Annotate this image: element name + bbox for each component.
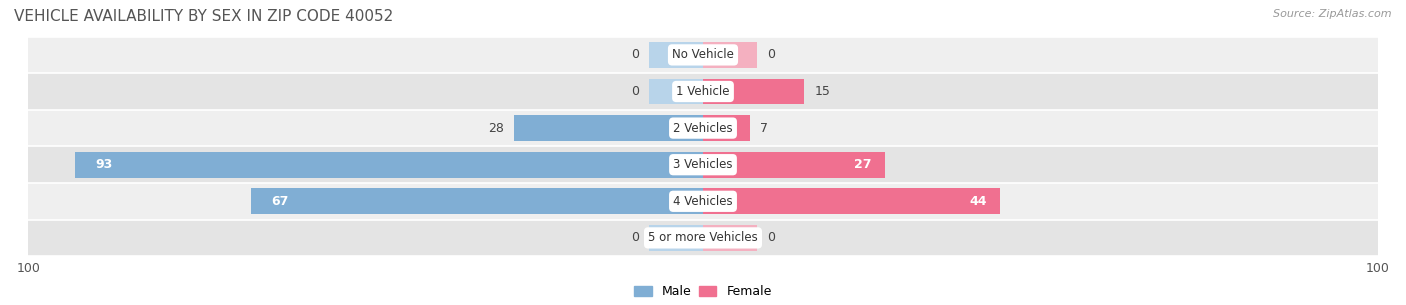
Bar bbox=[703, 225, 756, 251]
Bar bbox=[703, 79, 804, 104]
Bar bbox=[28, 37, 1378, 73]
Text: 44: 44 bbox=[969, 195, 987, 208]
Bar bbox=[515, 115, 703, 141]
Text: 5 or more Vehicles: 5 or more Vehicles bbox=[648, 231, 758, 244]
Text: 1 Vehicle: 1 Vehicle bbox=[676, 85, 730, 98]
Bar bbox=[76, 152, 703, 178]
Text: 0: 0 bbox=[768, 231, 775, 244]
Text: 0: 0 bbox=[631, 48, 638, 61]
Bar bbox=[28, 110, 1378, 146]
Bar bbox=[650, 42, 703, 68]
Text: 4 Vehicles: 4 Vehicles bbox=[673, 195, 733, 208]
Legend: Male, Female: Male, Female bbox=[634, 285, 772, 298]
Text: 2 Vehicles: 2 Vehicles bbox=[673, 122, 733, 135]
Text: 7: 7 bbox=[761, 122, 768, 135]
Bar bbox=[703, 188, 1000, 214]
Text: VEHICLE AVAILABILITY BY SEX IN ZIP CODE 40052: VEHICLE AVAILABILITY BY SEX IN ZIP CODE … bbox=[14, 9, 394, 24]
Bar bbox=[250, 188, 703, 214]
Bar bbox=[28, 220, 1378, 256]
Bar bbox=[703, 42, 756, 68]
Bar bbox=[650, 225, 703, 251]
Text: 27: 27 bbox=[855, 158, 872, 171]
Bar bbox=[703, 115, 751, 141]
Text: 3 Vehicles: 3 Vehicles bbox=[673, 158, 733, 171]
Bar bbox=[703, 152, 886, 178]
Bar bbox=[28, 146, 1378, 183]
Bar bbox=[650, 79, 703, 104]
Text: 28: 28 bbox=[488, 122, 503, 135]
Bar bbox=[28, 183, 1378, 220]
Text: Source: ZipAtlas.com: Source: ZipAtlas.com bbox=[1274, 9, 1392, 19]
Bar bbox=[28, 73, 1378, 110]
Text: 0: 0 bbox=[631, 85, 638, 98]
Text: 93: 93 bbox=[96, 158, 112, 171]
Text: 0: 0 bbox=[768, 48, 775, 61]
Text: 0: 0 bbox=[631, 231, 638, 244]
Text: 15: 15 bbox=[814, 85, 830, 98]
Text: No Vehicle: No Vehicle bbox=[672, 48, 734, 61]
Text: 67: 67 bbox=[271, 195, 288, 208]
